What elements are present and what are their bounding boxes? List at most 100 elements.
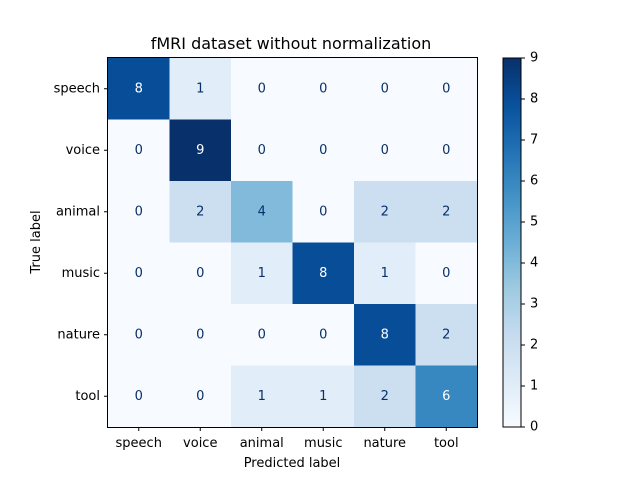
cell-value-label: 0: [319, 81, 327, 96]
heatmap-cell: [292, 242, 355, 305]
colorbar-tick-label: 1: [530, 379, 538, 394]
heatmap-cell: [231, 365, 293, 428]
cell-value-label: 8: [135, 81, 143, 96]
cell-value-label: 2: [442, 204, 450, 219]
cell-value-label: 0: [196, 327, 204, 342]
heatmap-cell: [108, 365, 170, 428]
colorbar-ticks: 0 1 2 3 4 5 6 7 8 9: [521, 51, 538, 435]
colorbar: [502, 57, 522, 428]
y-tick-label: voice: [66, 143, 100, 158]
heatmap-cell: [292, 365, 355, 428]
heatmap-cell: [415, 119, 478, 182]
colorbar-tick-label: 8: [530, 92, 538, 107]
cell-value-label: 0: [135, 143, 143, 158]
cell-value-label: 0: [135, 204, 143, 219]
y-tick-label: music: [62, 266, 100, 281]
heatmap-cell: [231, 119, 293, 182]
heatmap-cell: [108, 181, 170, 243]
cell-value-label: 0: [381, 81, 389, 96]
cell-value-label: 0: [258, 81, 266, 96]
heatmap-cell: [354, 119, 416, 182]
heatmap-cell: [354, 365, 416, 428]
heatmap-cells: [108, 58, 478, 428]
x-tick-label: animal: [240, 436, 284, 451]
cell-value-label: 0: [135, 266, 143, 281]
heatmap-cell: [169, 365, 232, 428]
chart-title: fMRI dataset without normalization: [151, 34, 432, 53]
colorbar-tick-label: 4: [530, 256, 538, 271]
heatmap-cell-labels: 8 1 0 0 0 0 0 9 0 0 0 0 0 2 4 0 2 2 0 0 1 8 1 0 0 0 0 0 8 2 0 0 1 1 2 6: [135, 81, 451, 404]
heatmap-cell: [415, 365, 478, 428]
colorbar-tick-label: 0: [530, 420, 538, 435]
x-axis-label: Predicted label: [244, 456, 341, 471]
y-tick-label: tool: [75, 389, 100, 404]
cell-value-label: 0: [442, 81, 450, 96]
cell-value-label: 1: [258, 389, 266, 404]
cell-value-label: 1: [196, 81, 204, 96]
heatmap-cell: [415, 304, 478, 366]
cell-value-label: 0: [319, 143, 327, 158]
heatmap-cell: [169, 304, 232, 366]
cell-value-label: 9: [196, 143, 204, 158]
heatmap-cell: [169, 181, 232, 243]
heatmap-cell: [231, 181, 293, 243]
heatmap-cell: [415, 181, 478, 243]
heatmap-cell: [108, 119, 170, 182]
cell-value-label: 0: [196, 266, 204, 281]
heatmap-cell: [415, 58, 478, 120]
x-tick-label: speech: [116, 436, 162, 451]
heatmap-cell: [231, 242, 293, 305]
cell-value-label: 2: [381, 389, 389, 404]
y-tick-label: speech: [54, 81, 100, 96]
cell-value-label: 2: [442, 327, 450, 342]
heatmap-cell: [108, 242, 170, 305]
cell-value-label: 1: [381, 266, 389, 281]
y-axis-ticks: speech voice animal music nature tool: [54, 81, 108, 404]
x-tick-label: nature: [363, 436, 406, 451]
colorbar-tick-label: 2: [530, 338, 538, 353]
heatmap-cell: [415, 242, 478, 305]
colorbar-tick-label: 5: [530, 215, 538, 230]
heatmap-cell: [169, 119, 232, 182]
cell-value-label: 0: [381, 143, 389, 158]
cell-value-label: 2: [196, 204, 204, 219]
cell-value-label: 2: [381, 204, 389, 219]
cell-value-label: 0: [196, 389, 204, 404]
cell-value-label: 0: [442, 143, 450, 158]
cell-value-label: 0: [319, 204, 327, 219]
heatmap-cell: [231, 304, 293, 366]
heatmap-cell: [292, 119, 355, 182]
y-axis-label: True label: [29, 210, 44, 274]
colorbar-tick-label: 6: [530, 174, 538, 189]
heatmap-cell: [354, 181, 416, 243]
cell-value-label: 0: [135, 327, 143, 342]
heatmap-cell: [169, 242, 232, 305]
x-axis-ticks: speech voice animal music nature tool: [116, 427, 459, 451]
heatmap-cell: [231, 58, 293, 120]
y-tick-label: nature: [57, 327, 100, 342]
x-tick-label: tool: [434, 436, 459, 451]
colorbar-tick-label: 7: [530, 133, 538, 148]
cell-value-label: 4: [258, 204, 266, 219]
cell-value-label: 0: [135, 389, 143, 404]
cell-value-label: 0: [258, 143, 266, 158]
heatmap-cell: [354, 58, 416, 120]
x-tick-label: voice: [183, 436, 217, 451]
heatmap-cell: [292, 58, 355, 120]
cell-value-label: 0: [442, 266, 450, 281]
cell-value-label: 1: [258, 266, 266, 281]
colorbar-tick-label: 3: [530, 297, 538, 312]
cell-value-label: 0: [319, 327, 327, 342]
heatmap-cell: [108, 58, 170, 120]
heatmap-cell: [292, 181, 355, 243]
cell-value-label: 8: [319, 266, 327, 281]
heatmap-cell: [354, 242, 416, 305]
plot-frame: [107, 57, 478, 428]
heatmap-cell: [108, 304, 170, 366]
heatmap-cell: [354, 304, 416, 366]
cell-value-label: 1: [319, 389, 327, 404]
cell-value-label: 0: [258, 327, 266, 342]
cell-value-label: 6: [442, 389, 450, 404]
colorbar-tick-label: 9: [530, 51, 538, 66]
